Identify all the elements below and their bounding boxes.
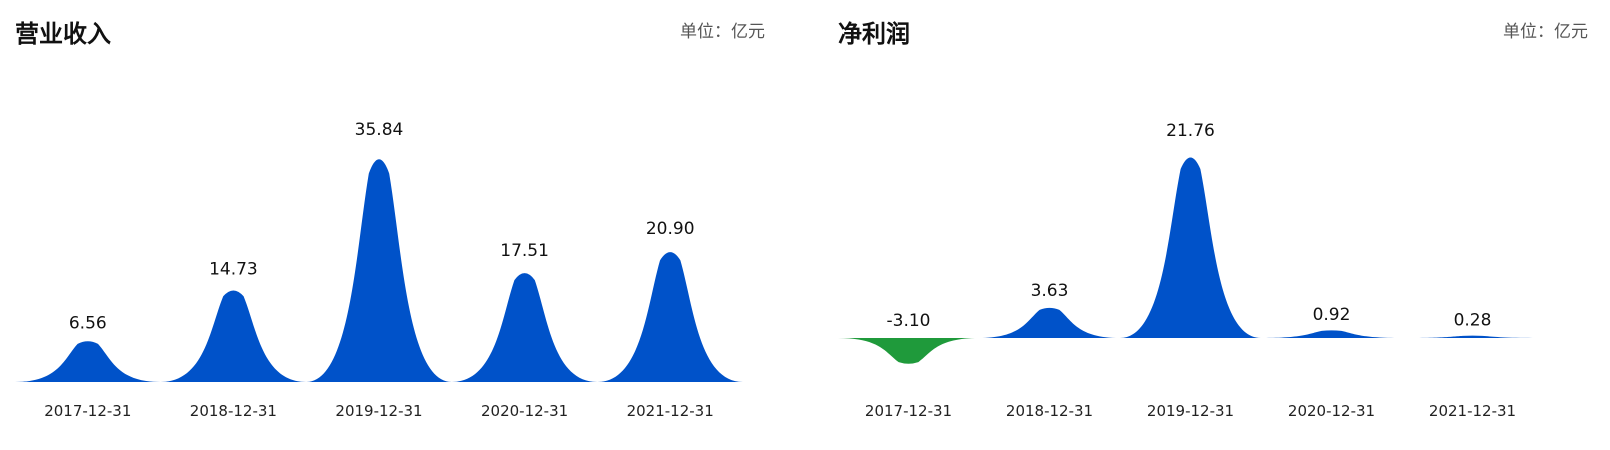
net-profit-unit-label: 单位：亿元 bbox=[1503, 22, 1588, 42]
net-profit-panel: 净利润 单位：亿元 -3.10 2017-12-31 3.63 2018-12-31 2… bbox=[838, 0, 1588, 450]
x-tick-label: 2019-12-31 bbox=[1147, 402, 1234, 420]
net-profit-title: 净利润 bbox=[838, 20, 910, 48]
x-tick-label: 2018-12-31 bbox=[190, 402, 277, 420]
peak-mark-1-2 bbox=[1120, 157, 1261, 338]
peak-mark-1-0 bbox=[838, 338, 979, 364]
x-tick-label: 2017-12-31 bbox=[865, 402, 952, 420]
peak-mark-1-3 bbox=[1261, 330, 1402, 338]
x-tick-label: 2021-12-31 bbox=[627, 402, 714, 420]
x-tick-label: 2018-12-31 bbox=[1006, 402, 1093, 420]
value-label: 17.51 bbox=[500, 241, 549, 261]
value-label: 0.28 bbox=[1454, 311, 1492, 331]
peak-mark-0-0 bbox=[15, 341, 161, 382]
value-label: 6.56 bbox=[69, 314, 107, 334]
peak-mark-1-1 bbox=[979, 307, 1120, 338]
value-label: 14.73 bbox=[209, 260, 258, 280]
x-tick-label: 2020-12-31 bbox=[481, 402, 568, 420]
revenue-panel: 营业收入 单位：亿元 6.56 2017-12-31 14.73 2018-12-31… bbox=[15, 0, 765, 450]
revenue-chart: 6.56 2017-12-31 14.73 2018-12-31 35.84 2019-1… bbox=[15, 120, 743, 420]
value-label: 35.84 bbox=[355, 120, 404, 140]
x-tick-label: 2019-12-31 bbox=[335, 402, 422, 420]
value-label: 0.92 bbox=[1313, 305, 1351, 325]
value-label: -3.10 bbox=[887, 311, 931, 331]
value-label: 21.76 bbox=[1166, 121, 1215, 141]
peak-mark-0-4 bbox=[597, 252, 743, 382]
x-tick-label: 2020-12-31 bbox=[1288, 402, 1375, 420]
peak-mark-0-3 bbox=[451, 273, 598, 382]
peak-mark-0-2 bbox=[306, 159, 452, 382]
peak-mark-0-1 bbox=[160, 290, 307, 382]
revenue-title: 营业收入 bbox=[15, 20, 111, 48]
x-tick-label: 2017-12-31 bbox=[44, 402, 131, 420]
x-tick-label: 2021-12-31 bbox=[1429, 402, 1516, 420]
peak-mark-1-4 bbox=[1402, 335, 1543, 338]
value-label: 20.90 bbox=[646, 219, 695, 239]
net-profit-chart: -3.10 2017-12-31 3.63 2018-12-31 21.76 2019-1… bbox=[838, 121, 1543, 420]
value-label: 3.63 bbox=[1031, 281, 1069, 301]
revenue-unit-label: 单位：亿元 bbox=[680, 22, 765, 42]
